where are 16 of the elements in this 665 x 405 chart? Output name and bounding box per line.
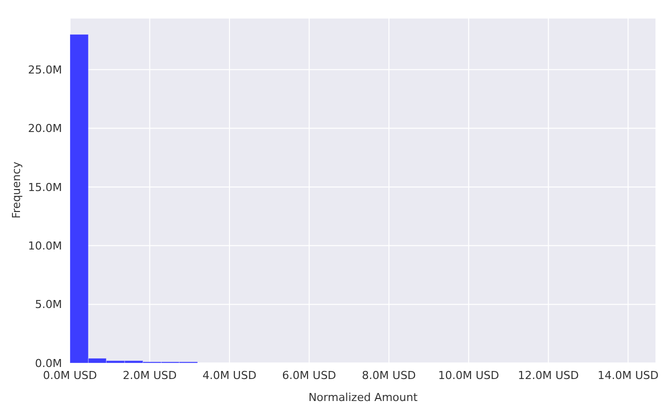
x-tick-label: 4.0M USD bbox=[202, 368, 256, 382]
x-tick-label: 0.0M USD bbox=[43, 368, 97, 382]
y-tick-label: 10.0M bbox=[28, 240, 62, 253]
y-tick-label: 20.0M bbox=[28, 122, 62, 136]
y-tick-label: 25.0M bbox=[28, 64, 62, 77]
x-tick-label: 10.0M USD bbox=[438, 368, 500, 382]
x-tick-label: 6.0M USD bbox=[282, 368, 336, 382]
x-tick-label: 14.0M USD bbox=[598, 368, 659, 382]
x-tick-label: 12.0M USD bbox=[518, 368, 579, 382]
y-tick-label: 5.0M bbox=[35, 298, 62, 312]
x-tick-label: 8.0M USD bbox=[362, 368, 416, 382]
y-tick-label: 15.0M bbox=[28, 180, 62, 194]
x-tick-label: 2.0M USD bbox=[122, 368, 177, 382]
y-tick-label: 0.0M bbox=[35, 356, 62, 370]
y-axis-title: Frequency bbox=[10, 161, 23, 218]
x-axis-title: Normalized Amount bbox=[308, 391, 418, 404]
